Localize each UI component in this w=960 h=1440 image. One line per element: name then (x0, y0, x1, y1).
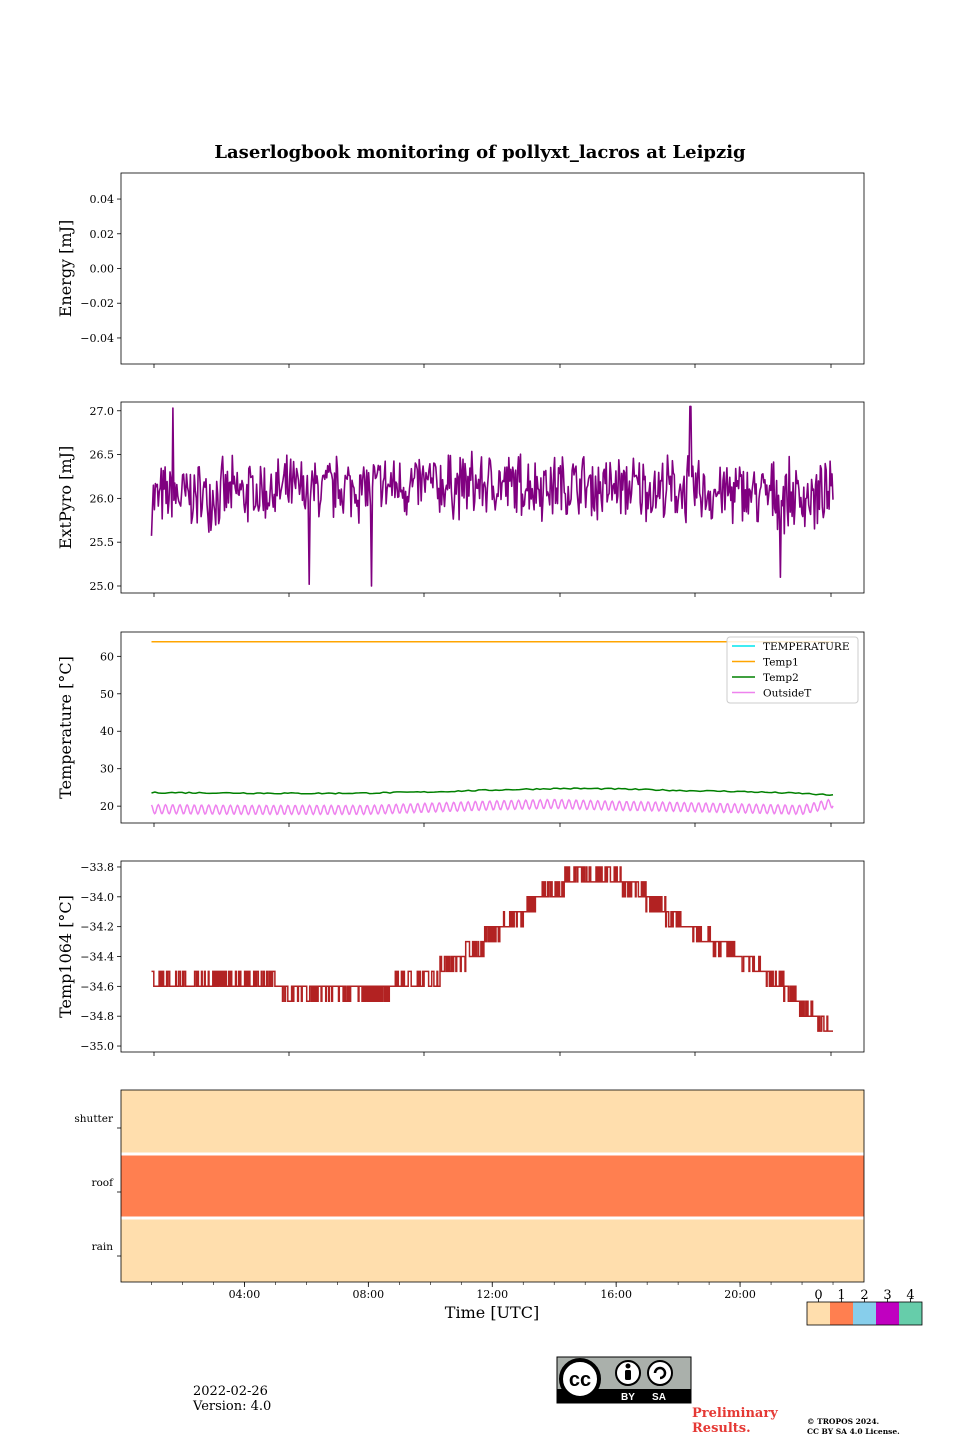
y-axis-label: Energy [mJ] (56, 220, 75, 318)
legend: TEMPERATURE Temp1 Temp2 OutsideT (726, 636, 859, 704)
extpyro-panel: 27.0 26.5 26.0 25.5 25.0 ExtPyro [mJ] (56, 401, 865, 597)
colorbar-label: 3 (883, 1288, 891, 1303)
sa-label: SA (652, 1392, 666, 1403)
y-tick-label: 60 (100, 650, 114, 663)
temperature-panel: 60 50 40 30 20 Temperature [°C] TEMPERATURE Tem… (56, 631, 865, 827)
status-row-label: shutter (74, 1113, 114, 1125)
copyright-line-1: © TROPOS 2024. (807, 1417, 880, 1426)
x-axis-label: Time [UTC] (445, 1303, 539, 1322)
series-line-extpyro (150, 405, 834, 587)
colorbar-label: 4 (906, 1288, 914, 1303)
legend-box (726, 636, 859, 704)
cc-text: cc (569, 1369, 591, 1391)
by-person-body (625, 1370, 631, 1380)
sa-arrow-icon (653, 1366, 667, 1380)
status-row-rain (121, 1218, 864, 1282)
colorbar-cell (899, 1302, 922, 1325)
y-tick-label: 30 (100, 763, 114, 776)
status-row-label: roof (91, 1177, 114, 1189)
energy-panel: 0.04 0.02 0.00 −0.02 −0.04 Energy [mJ] (56, 172, 865, 368)
colorbar-cell (807, 1302, 830, 1325)
preliminary-note: Preliminary Results. (692, 1406, 778, 1436)
y-tick-label: 27.0 (90, 405, 115, 418)
y-tick-label: −0.02 (80, 297, 114, 310)
sa-share-icon (647, 1360, 673, 1386)
y-axis-label: ExtPyro [mJ] (56, 446, 75, 549)
colorbar-label: 2 (860, 1288, 868, 1303)
series-line-temp2 (151, 787, 834, 796)
x-tick-label: 16:00 (600, 1288, 632, 1301)
series-line-outsidet (150, 798, 834, 816)
preliminary-line-1: Preliminary (692, 1406, 778, 1421)
status-row-label: rain (92, 1241, 114, 1253)
y-tick-label: 0.02 (90, 228, 115, 241)
y-axis-label: Temp1064 [°C] (56, 895, 75, 1018)
preliminary-line-2: Results. (692, 1421, 751, 1436)
y-tick-label: 25.5 (90, 536, 115, 549)
legend-label: Temp2 (763, 672, 799, 684)
by-person-head (625, 1363, 631, 1369)
footer-version: Version: 4.0 (193, 1399, 272, 1414)
y-tick-label: 50 (100, 688, 114, 701)
x-tick-label: 20:00 (724, 1288, 756, 1301)
axes-frame (120, 401, 865, 594)
x-tick-label: 04:00 (229, 1288, 261, 1301)
y-tick-label: −35.0 (80, 1040, 114, 1053)
colorbar-label: 0 (814, 1288, 822, 1303)
y-tick-label: 26.5 (90, 449, 115, 462)
status-row-roof (121, 1154, 864, 1218)
status-row-shutter (121, 1090, 864, 1154)
series-line-temp1064 (151, 866, 833, 1032)
colorbar-label: 1 (837, 1288, 845, 1303)
legend-label: Temp1 (763, 657, 799, 669)
footer-date: 2022-02-26 (193, 1384, 268, 1399)
y-tick-label: 25.0 (90, 580, 115, 593)
copyright-line-2: CC BY SA 4.0 License. (807, 1427, 900, 1436)
figure-title: Laserlogbook monitoring of pollyxt_lacro… (214, 142, 746, 163)
y-tick-label: −34.2 (80, 921, 114, 934)
y-tick-label: 0.00 (90, 263, 115, 276)
legend-label: TEMPERATURE (763, 641, 850, 653)
y-tick-label: −34.8 (80, 1010, 114, 1023)
y-tick-label: −0.04 (80, 332, 114, 345)
x-tick-label: 08:00 (352, 1288, 384, 1301)
y-tick-label: 0.04 (90, 193, 115, 206)
colorbar-cell (853, 1302, 876, 1325)
y-tick-label: −33.8 (80, 861, 114, 874)
temp1064-panel: −33.8 −34.0 −34.2 −34.4 −34.6 −34.8 −35.0 Temp1… (56, 860, 865, 1056)
copyright-note: © TROPOS 2024. CC BY SA 4.0 License. (807, 1417, 900, 1437)
y-tick-label: 40 (100, 725, 114, 738)
axes-frame (120, 172, 865, 365)
y-tick-label: −34.4 (80, 951, 114, 964)
x-tick-label: 12:00 (476, 1288, 508, 1301)
status-panel: shutter roof rain 04:00 08:00 12:00 16:00 20:00… (74, 1089, 865, 1322)
y-tick-label: −34.0 (80, 891, 114, 904)
footer-date-block: 2022-02-26 Version: 4.0 (193, 1384, 271, 1414)
legend-label: OutsideT (763, 688, 811, 700)
by-label: BY (621, 1392, 635, 1403)
colorbar-cell (830, 1302, 853, 1325)
cc-by-sa-badge: cc BY SA (556, 1356, 692, 1404)
axes-frame (120, 631, 865, 824)
y-tick-label: 20 (100, 800, 114, 813)
colorbar-cell (876, 1302, 899, 1325)
y-tick-label: −34.6 (80, 980, 114, 993)
y-axis-label: Temperature [°C] (56, 656, 75, 799)
y-tick-label: 26.0 (90, 492, 115, 505)
cc-circle-icon (559, 1358, 601, 1400)
